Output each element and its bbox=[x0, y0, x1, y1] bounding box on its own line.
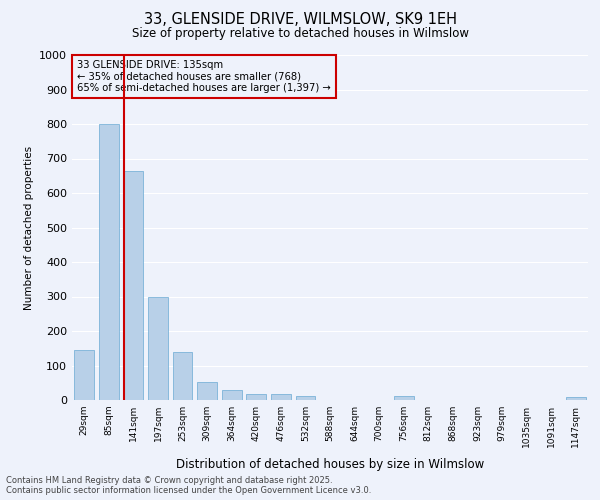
Bar bbox=[296, 396, 315, 400]
Y-axis label: Number of detached properties: Number of detached properties bbox=[23, 146, 34, 310]
Text: 33 GLENSIDE DRIVE: 135sqm
← 35% of detached houses are smaller (768)
65% of semi: 33 GLENSIDE DRIVE: 135sqm ← 35% of detac… bbox=[77, 60, 331, 94]
Text: Contains HM Land Registry data © Crown copyright and database right 2025.
Contai: Contains HM Land Registry data © Crown c… bbox=[6, 476, 371, 495]
Bar bbox=[99, 124, 119, 400]
Bar bbox=[124, 170, 143, 400]
Bar bbox=[222, 390, 242, 400]
Bar bbox=[148, 296, 168, 400]
Text: 33, GLENSIDE DRIVE, WILMSLOW, SK9 1EH: 33, GLENSIDE DRIVE, WILMSLOW, SK9 1EH bbox=[143, 12, 457, 28]
Bar bbox=[247, 394, 266, 400]
Bar bbox=[271, 394, 290, 400]
Bar bbox=[74, 350, 94, 400]
Bar bbox=[394, 396, 413, 400]
X-axis label: Distribution of detached houses by size in Wilmslow: Distribution of detached houses by size … bbox=[176, 458, 484, 471]
Bar bbox=[173, 352, 193, 400]
Bar bbox=[566, 397, 586, 400]
Bar bbox=[197, 382, 217, 400]
Text: Size of property relative to detached houses in Wilmslow: Size of property relative to detached ho… bbox=[131, 28, 469, 40]
